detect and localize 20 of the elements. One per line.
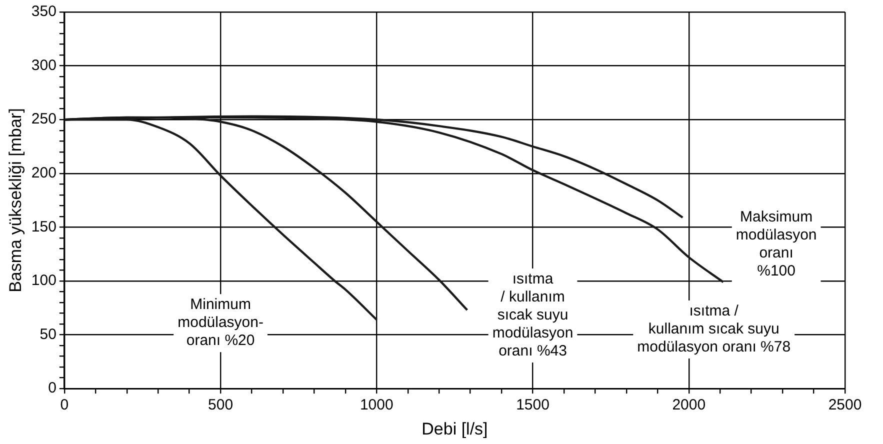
x-tick-label: 0 [60,396,69,414]
y-axis-title: Basma yüksekliği [mbar] [6,108,25,292]
x-tick-label: 2500 [828,396,862,414]
y-tick-label: 200 [31,164,56,182]
y-tick-label: 150 [31,218,56,236]
annotation: ısıtma / kullanım sıcak suyu modülasyon oranı %78 [637,302,791,356]
y-tick-label: 300 [31,56,56,74]
x-tick-label: 2000 [672,396,706,414]
x-tick-label: 500 [208,396,234,414]
y-tick-label: 0 [48,380,56,397]
y-tick-label: 350 [31,3,56,20]
y-tick-label: 250 [31,110,56,128]
annotation: Maksimum modülasyon oranı %100 [736,208,817,280]
annotation: Minimum modülasyon- oranı %20 [178,296,264,350]
y-tick-label: 100 [31,272,56,290]
x-tick-label: 1500 [516,396,550,414]
y-tick-label: 50 [40,326,56,343]
annotation: ısıtma / kullanım sıcak suyu modülasyon oranı %43 [492,270,574,360]
x-axis-title: Debi [l/s] [422,419,488,438]
x-tick-label: 1000 [360,396,394,414]
